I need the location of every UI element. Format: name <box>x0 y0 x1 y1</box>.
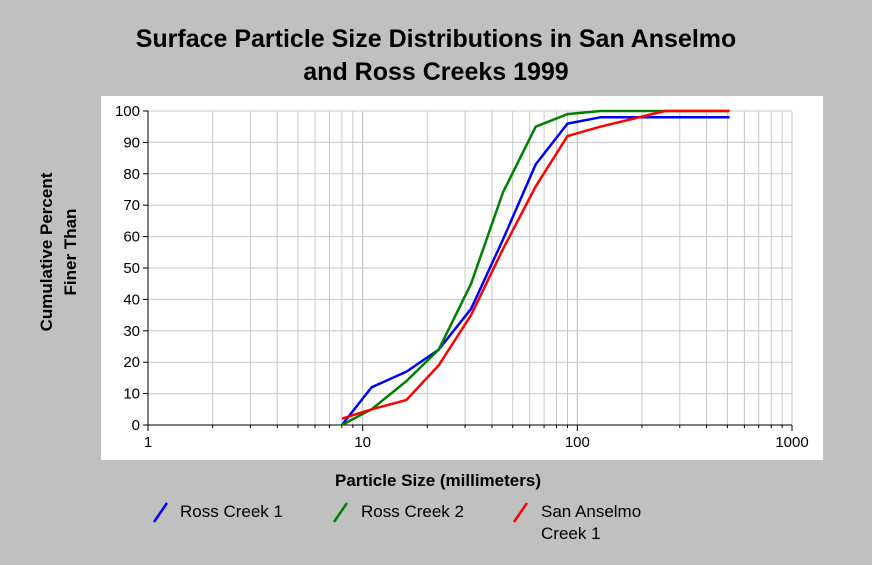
x-tick-label: 100 <box>565 434 590 451</box>
legend-item-ross-creek-2: Ross Creek 2 <box>332 502 464 523</box>
legend-item-san-anselmo-creek-1: San Anselmo Creek 1 <box>512 502 641 543</box>
legend-swatch-ross-creek-2 <box>332 502 349 523</box>
chart-title-line2: and Ross Creeks 1999 <box>303 58 568 86</box>
y-tick-label: 30 <box>123 323 140 340</box>
x-tick-label: 1000 <box>775 434 808 451</box>
legend-label-san-anselmo-line2: Creek 1 <box>541 524 601 543</box>
y-axis-label-line1: Cumulative Percent <box>37 172 56 331</box>
y-axis-label-line2: Finer Than <box>61 209 80 296</box>
y-tick-label: 60 <box>123 229 140 246</box>
y-tick-label: 0 <box>132 417 140 434</box>
legend-item-ross-creek-1: Ross Creek 1 <box>152 502 283 523</box>
y-tick-label: 10 <box>123 386 140 403</box>
chart-title-line1: Surface Particle Size Distributions in S… <box>136 25 737 53</box>
y-tick-label: 70 <box>123 197 140 214</box>
y-tick-label: 90 <box>123 134 140 151</box>
series-lines <box>340 109 730 427</box>
legend: Ross Creek 1 Ross Creek 2 San Anselmo Cr… <box>152 502 641 543</box>
y-tick-label: 40 <box>123 291 140 308</box>
x-axis-label: Particle Size (millimeters) <box>335 471 541 490</box>
axes <box>143 110 793 431</box>
legend-swatch-ross-creek-1 <box>152 502 169 523</box>
legend-label-ross-creek-2: Ross Creek 2 <box>361 502 464 521</box>
x-tick-label: 10 <box>354 434 371 451</box>
legend-label-ross-creek-1: Ross Creek 1 <box>180 502 283 521</box>
legend-swatch-san-anselmo-creek-1 <box>512 502 529 523</box>
y-tick-label: 20 <box>123 354 140 371</box>
x-tick-label: 1 <box>144 434 152 451</box>
plot-panel <box>101 96 823 460</box>
y-tick-label: 80 <box>123 166 140 183</box>
series-line-ross-creek-2 <box>341 109 730 427</box>
y-tick-label: 50 <box>123 260 140 277</box>
y-tick-label: 100 <box>115 103 140 120</box>
series-line-ross-creek-1 <box>340 116 730 426</box>
legend-label-san-anselmo-line1: San Anselmo <box>541 502 641 521</box>
series-line-san-anselmo-creek-1 <box>341 109 730 420</box>
